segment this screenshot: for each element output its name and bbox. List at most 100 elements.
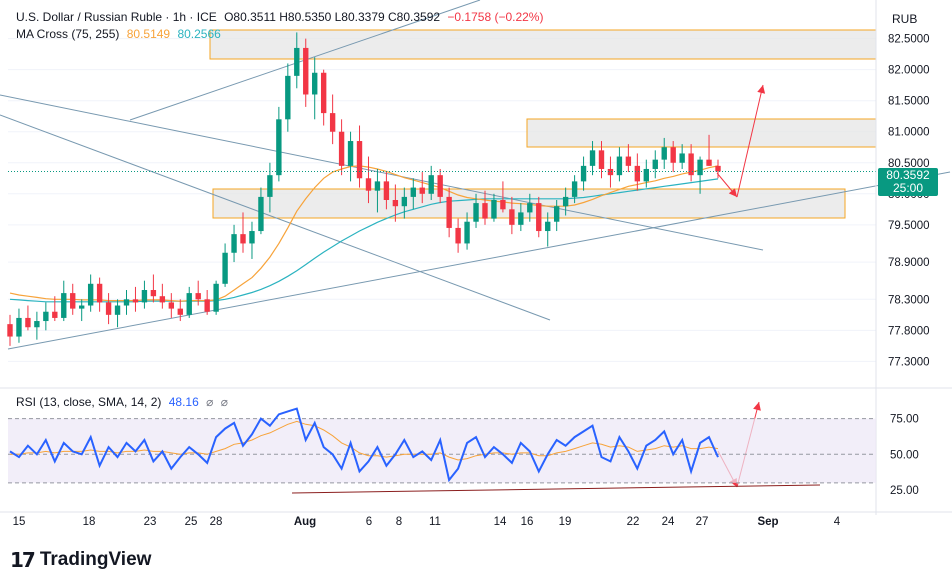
moving-averages — [9, 165, 719, 303]
candle-body — [473, 203, 479, 222]
candle-body — [231, 234, 237, 253]
ma-slow-value: 80.2566 — [177, 27, 221, 41]
candle-body — [105, 302, 112, 315]
candle-body — [688, 153, 694, 176]
tradingview-wordmark: TradingView — [39, 549, 152, 570]
ma-label: MA Cross (75, 255) — [16, 27, 120, 41]
time-tick-label: Sep — [757, 516, 778, 528]
candle-body — [536, 203, 542, 232]
candle-body — [7, 324, 13, 337]
eye-off-icon-2[interactable]: ⌀ — [220, 395, 228, 409]
price-tick-label: 77.3000 — [888, 356, 930, 368]
time-tick-label: 24 — [662, 516, 675, 528]
candle-body — [43, 311, 49, 322]
ohlc-values: O80.3511 H80.5350 L80.3379 C80.3592 — [224, 10, 441, 24]
price-zone-1 — [209, 29, 877, 60]
candle-body — [294, 47, 300, 76]
price-change: −0.1758 (−0.22%) — [447, 10, 544, 24]
price-tick-label: 81.5000 — [888, 96, 930, 108]
time-tick-label: 25 — [185, 516, 198, 528]
ma-legend[interactable]: MA Cross (75, 255) 80.5149 80.2566 — [16, 27, 225, 41]
candle-body — [114, 305, 121, 315]
candle-body — [697, 159, 703, 176]
candle-body — [428, 175, 434, 194]
candle-body — [715, 165, 721, 172]
time-tick-label: 28 — [210, 516, 223, 528]
price-axis[interactable]: 82.500082.000081.500081.000080.500080.00… — [875, 0, 930, 515]
candle-body — [320, 72, 327, 114]
candle-body — [383, 181, 390, 200]
price-tick-label: 77.8000 — [888, 325, 930, 337]
candle-body — [240, 234, 246, 244]
time-tick-label: 16 — [521, 516, 534, 528]
candle-body — [518, 212, 524, 225]
candle-body — [61, 293, 67, 318]
arrow-head — [753, 402, 761, 411]
candle-body — [482, 203, 488, 219]
rsi-pane — [8, 407, 876, 494]
rsi-tick-label: 25.00 — [890, 485, 919, 497]
candle-body — [177, 308, 183, 315]
rsi-axis[interactable]: 75.00 50.00 25.00 — [890, 414, 919, 497]
price-tick-label: 81.0000 — [888, 127, 930, 139]
candle-body — [87, 283, 94, 306]
candle-body — [679, 153, 685, 163]
candle-body — [222, 252, 228, 284]
candle-body — [446, 196, 452, 228]
candle-body — [625, 156, 632, 166]
rsi-support-line — [291, 484, 821, 494]
rsi-label: RSI (13, close, SMA, 14, 2) — [16, 395, 162, 409]
time-tick-label: 11 — [429, 516, 441, 528]
symbol-title: U.S. Dollar / Russian Ruble · 1h · ICE — [16, 10, 217, 24]
price-tick-label: 82.0000 — [888, 65, 930, 77]
time-tick-label: 15 — [13, 516, 26, 528]
rsi-line — [9, 407, 719, 483]
eye-off-icon[interactable]: ⌀ — [206, 395, 214, 409]
tradingview-logo[interactable]: 𝟭𝟳 TradingView — [10, 548, 151, 572]
time-axis[interactable]: 15 18 23 25 28 Aug 6 8 11 14 16 19 22 24 27 Sep 4 — [13, 516, 841, 528]
arrow-head — [728, 188, 737, 197]
last-price-value: 80.3592 — [886, 168, 930, 182]
time-tick-label: 4 — [834, 516, 841, 528]
symbol-legend[interactable]: U.S. Dollar / Russian Ruble · 1h · ICE O… — [16, 10, 547, 24]
candle-body — [562, 196, 569, 207]
currency-label[interactable]: RUB — [892, 12, 918, 26]
candle-body — [25, 317, 31, 328]
candle-body — [374, 181, 381, 191]
ma-fast-line — [9, 165, 719, 302]
price-tick-label: 78.3000 — [888, 294, 930, 306]
candlesticks — [7, 32, 721, 346]
candle-body — [303, 47, 309, 95]
candle-body — [545, 221, 551, 232]
candle-body — [553, 206, 560, 222]
candle-body — [464, 221, 470, 244]
time-tick-label: 23 — [144, 516, 157, 528]
price-tick-label: 78.9000 — [888, 257, 930, 269]
candle-body — [652, 159, 658, 169]
candle-body — [455, 227, 461, 244]
arrow-head — [757, 85, 766, 94]
candle-body — [159, 296, 166, 303]
trend-line-3 — [7, 171, 951, 350]
rsi-tick-label: 75.00 — [890, 414, 919, 426]
candle-body — [195, 293, 201, 300]
candle-body — [437, 175, 443, 197]
candle-body — [312, 72, 318, 95]
time-tick-label: Aug — [294, 516, 316, 528]
price-tick-label: 79.5000 — [888, 220, 930, 232]
rsi-legend[interactable]: RSI (13, close, SMA, 14, 2) 48.16 ⌀ ⌀ — [16, 395, 232, 409]
time-tick-label: 18 — [83, 516, 96, 528]
candle-body — [168, 302, 175, 309]
candle-body — [392, 200, 399, 207]
candle-body — [186, 293, 192, 315]
candle-body — [338, 131, 345, 166]
candle-body — [329, 113, 336, 132]
candle-body — [70, 293, 76, 309]
candle-body — [616, 156, 623, 176]
candle-body — [267, 175, 273, 197]
candle-body — [661, 147, 667, 160]
candle-body — [276, 119, 282, 176]
candle-body — [491, 200, 497, 219]
candle-body — [79, 305, 85, 309]
